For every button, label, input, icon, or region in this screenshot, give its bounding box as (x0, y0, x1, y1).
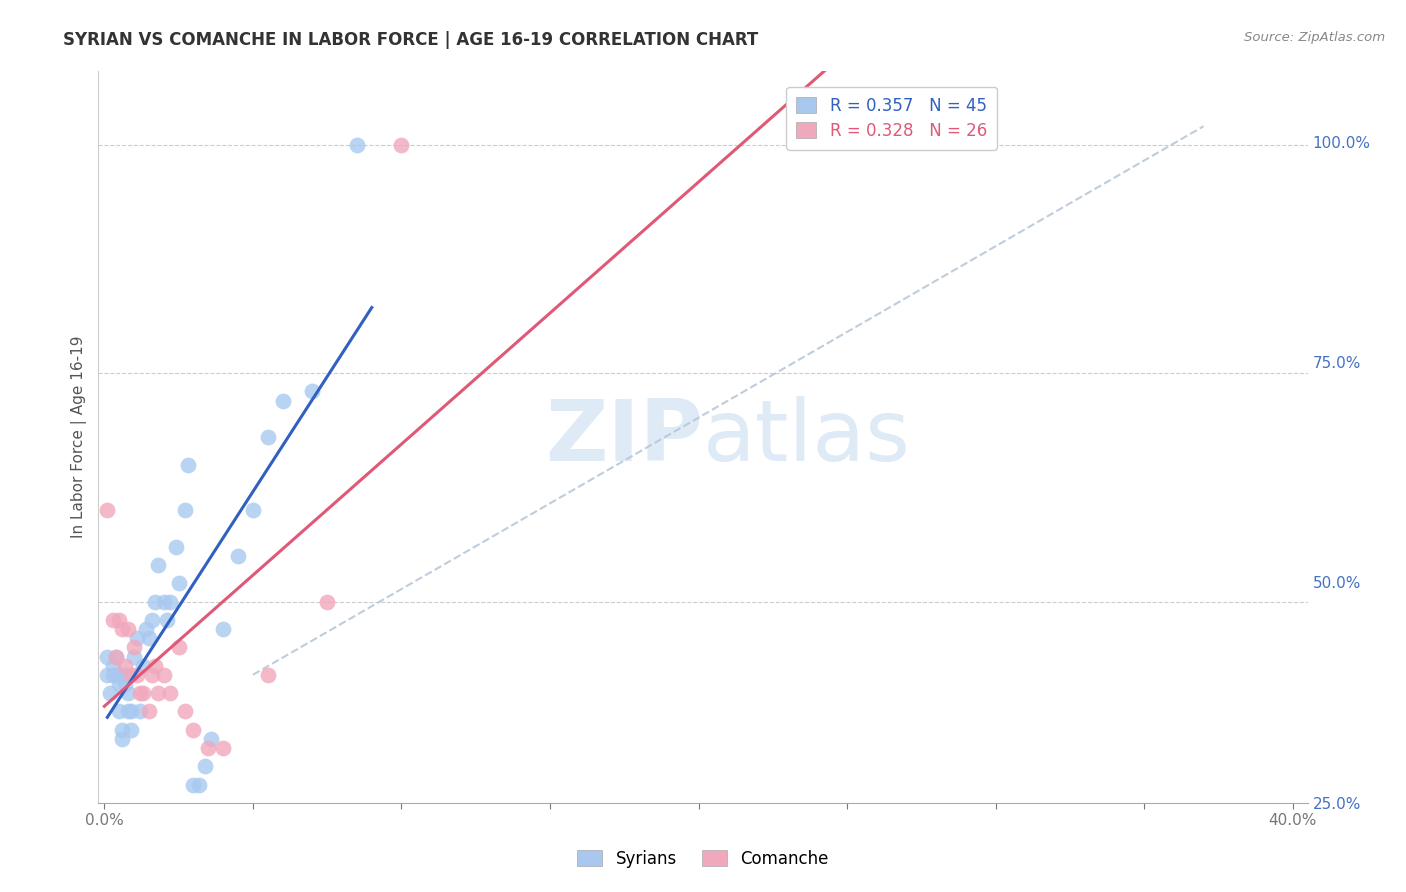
Point (122, 649, 145, 664)
Point (256, 430, 278, 444)
Point (301, 384, 323, 399)
Point (197, 740, 219, 755)
Point (188, 778, 211, 792)
Point (132, 686, 155, 700)
Point (146, 558, 169, 573)
Point (108, 705, 131, 719)
Point (391, 137, 413, 152)
Point (256, 667, 278, 681)
Point (271, 393, 294, 408)
Point (242, 503, 264, 517)
Point (108, 667, 131, 681)
Point (103, 658, 125, 673)
Point (200, 731, 222, 746)
Point (120, 667, 142, 681)
Point (125, 632, 148, 646)
Point (173, 503, 195, 517)
Point (117, 686, 139, 700)
Point (129, 705, 152, 719)
Point (108, 677, 131, 691)
Legend: R = 0.357   N = 45, R = 0.328   N = 26: R = 0.357 N = 45, R = 0.328 N = 26 (786, 87, 997, 150)
Point (141, 667, 163, 681)
Point (138, 632, 160, 646)
Point (103, 613, 125, 627)
Point (105, 649, 128, 664)
Point (108, 613, 131, 627)
Point (96, 649, 118, 664)
Point (167, 576, 190, 591)
Legend: Syrians, Comanche: Syrians, Comanche (571, 844, 835, 875)
Point (98, 686, 121, 700)
Y-axis label: In Labor Force | Age 16-19: In Labor Force | Age 16-19 (72, 335, 87, 539)
Point (143, 594, 166, 608)
Point (212, 622, 235, 636)
Point (132, 658, 155, 673)
Point (111, 731, 134, 746)
Point (114, 667, 136, 681)
Point (176, 458, 198, 472)
Point (120, 705, 142, 719)
Text: ZIP: ZIP (546, 395, 703, 479)
Point (122, 640, 145, 655)
Point (226, 549, 249, 563)
Point (183, 723, 205, 737)
Point (96, 503, 118, 517)
Point (105, 649, 128, 664)
Point (111, 723, 134, 737)
Point (173, 705, 195, 719)
Point (146, 686, 169, 700)
Point (159, 594, 181, 608)
Point (156, 613, 179, 627)
Point (167, 640, 190, 655)
Point (152, 667, 174, 681)
Point (105, 667, 128, 681)
Text: SYRIAN VS COMANCHE IN LABOR FORCE | AGE 16-19 CORRELATION CHART: SYRIAN VS COMANCHE IN LABOR FORCE | AGE … (63, 31, 758, 49)
Point (143, 658, 166, 673)
Point (346, 137, 368, 152)
Point (165, 540, 187, 554)
Point (120, 723, 142, 737)
Point (96, 667, 118, 681)
Point (183, 778, 205, 792)
Point (316, 594, 339, 608)
Text: atlas: atlas (703, 395, 911, 479)
Point (138, 705, 160, 719)
Point (103, 667, 125, 681)
Point (152, 594, 174, 608)
Point (135, 622, 157, 636)
Point (194, 759, 217, 773)
Point (114, 658, 136, 673)
Point (212, 740, 235, 755)
Point (117, 705, 139, 719)
Point (125, 667, 148, 681)
Point (141, 613, 163, 627)
Point (117, 622, 139, 636)
Text: Source: ZipAtlas.com: Source: ZipAtlas.com (1244, 31, 1385, 45)
Point (129, 686, 152, 700)
Point (159, 686, 181, 700)
Point (114, 677, 136, 691)
Point (111, 622, 134, 636)
